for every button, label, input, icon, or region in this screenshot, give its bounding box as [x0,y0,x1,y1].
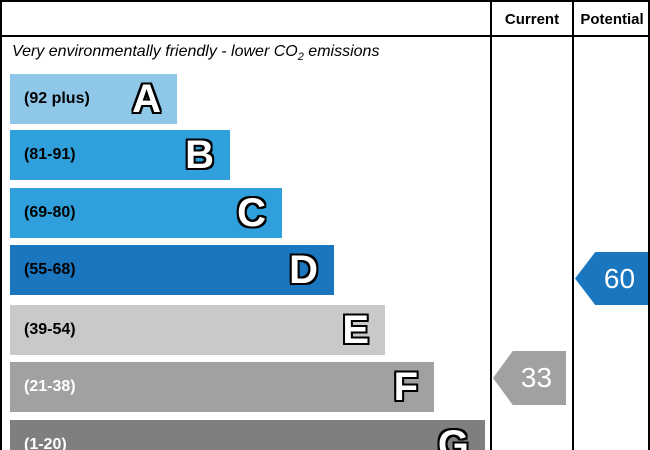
band-letter: B [185,133,214,177]
band-row-d: (55-68) D [10,245,334,295]
band-range-label: (81-91) [24,146,76,163]
column-divider-left [490,2,492,450]
potential-column-header: Potential [580,11,644,28]
co2-subscript: 2 [297,51,304,64]
current-value: 33 [520,362,553,393]
chart-title-text-end: emissions [303,43,380,60]
band-row-b: (81-91) B [10,130,230,180]
potential-arrow: 60 [575,252,648,305]
band-range-label: (1-20) [24,436,67,450]
band-letter: G [437,423,469,450]
band-row-f: (21-38) F [10,362,434,412]
current-arrow: 33 [493,351,566,405]
band-letter: C [237,191,266,235]
band-letter: E [342,308,369,352]
band-range-label: (39-54) [24,321,76,338]
band-row-c: (69-80) C [10,188,282,238]
potential-value: 60 [603,262,636,294]
band-range-label: (21-38) [24,378,76,395]
band-row-a: (92 plus) A [10,74,177,124]
band-row-g: (1-20) G [10,420,485,450]
column-divider-right [572,2,574,450]
band-letter: D [289,248,318,292]
band-range-label: (55-68) [24,261,76,278]
current-column-header: Current [504,11,560,28]
band-row-e: (39-54) E [10,305,385,355]
band-range-label: (92 plus) [24,90,90,107]
band-range-label: (69-80) [24,204,76,221]
chart-title-text: Very environmentally friendly - lower CO [12,43,298,60]
chart-title: Very environmentally friendly - lower CO… [12,43,379,63]
header-divider [2,35,648,37]
band-letter: F [393,365,418,409]
band-letter: A [132,77,161,121]
